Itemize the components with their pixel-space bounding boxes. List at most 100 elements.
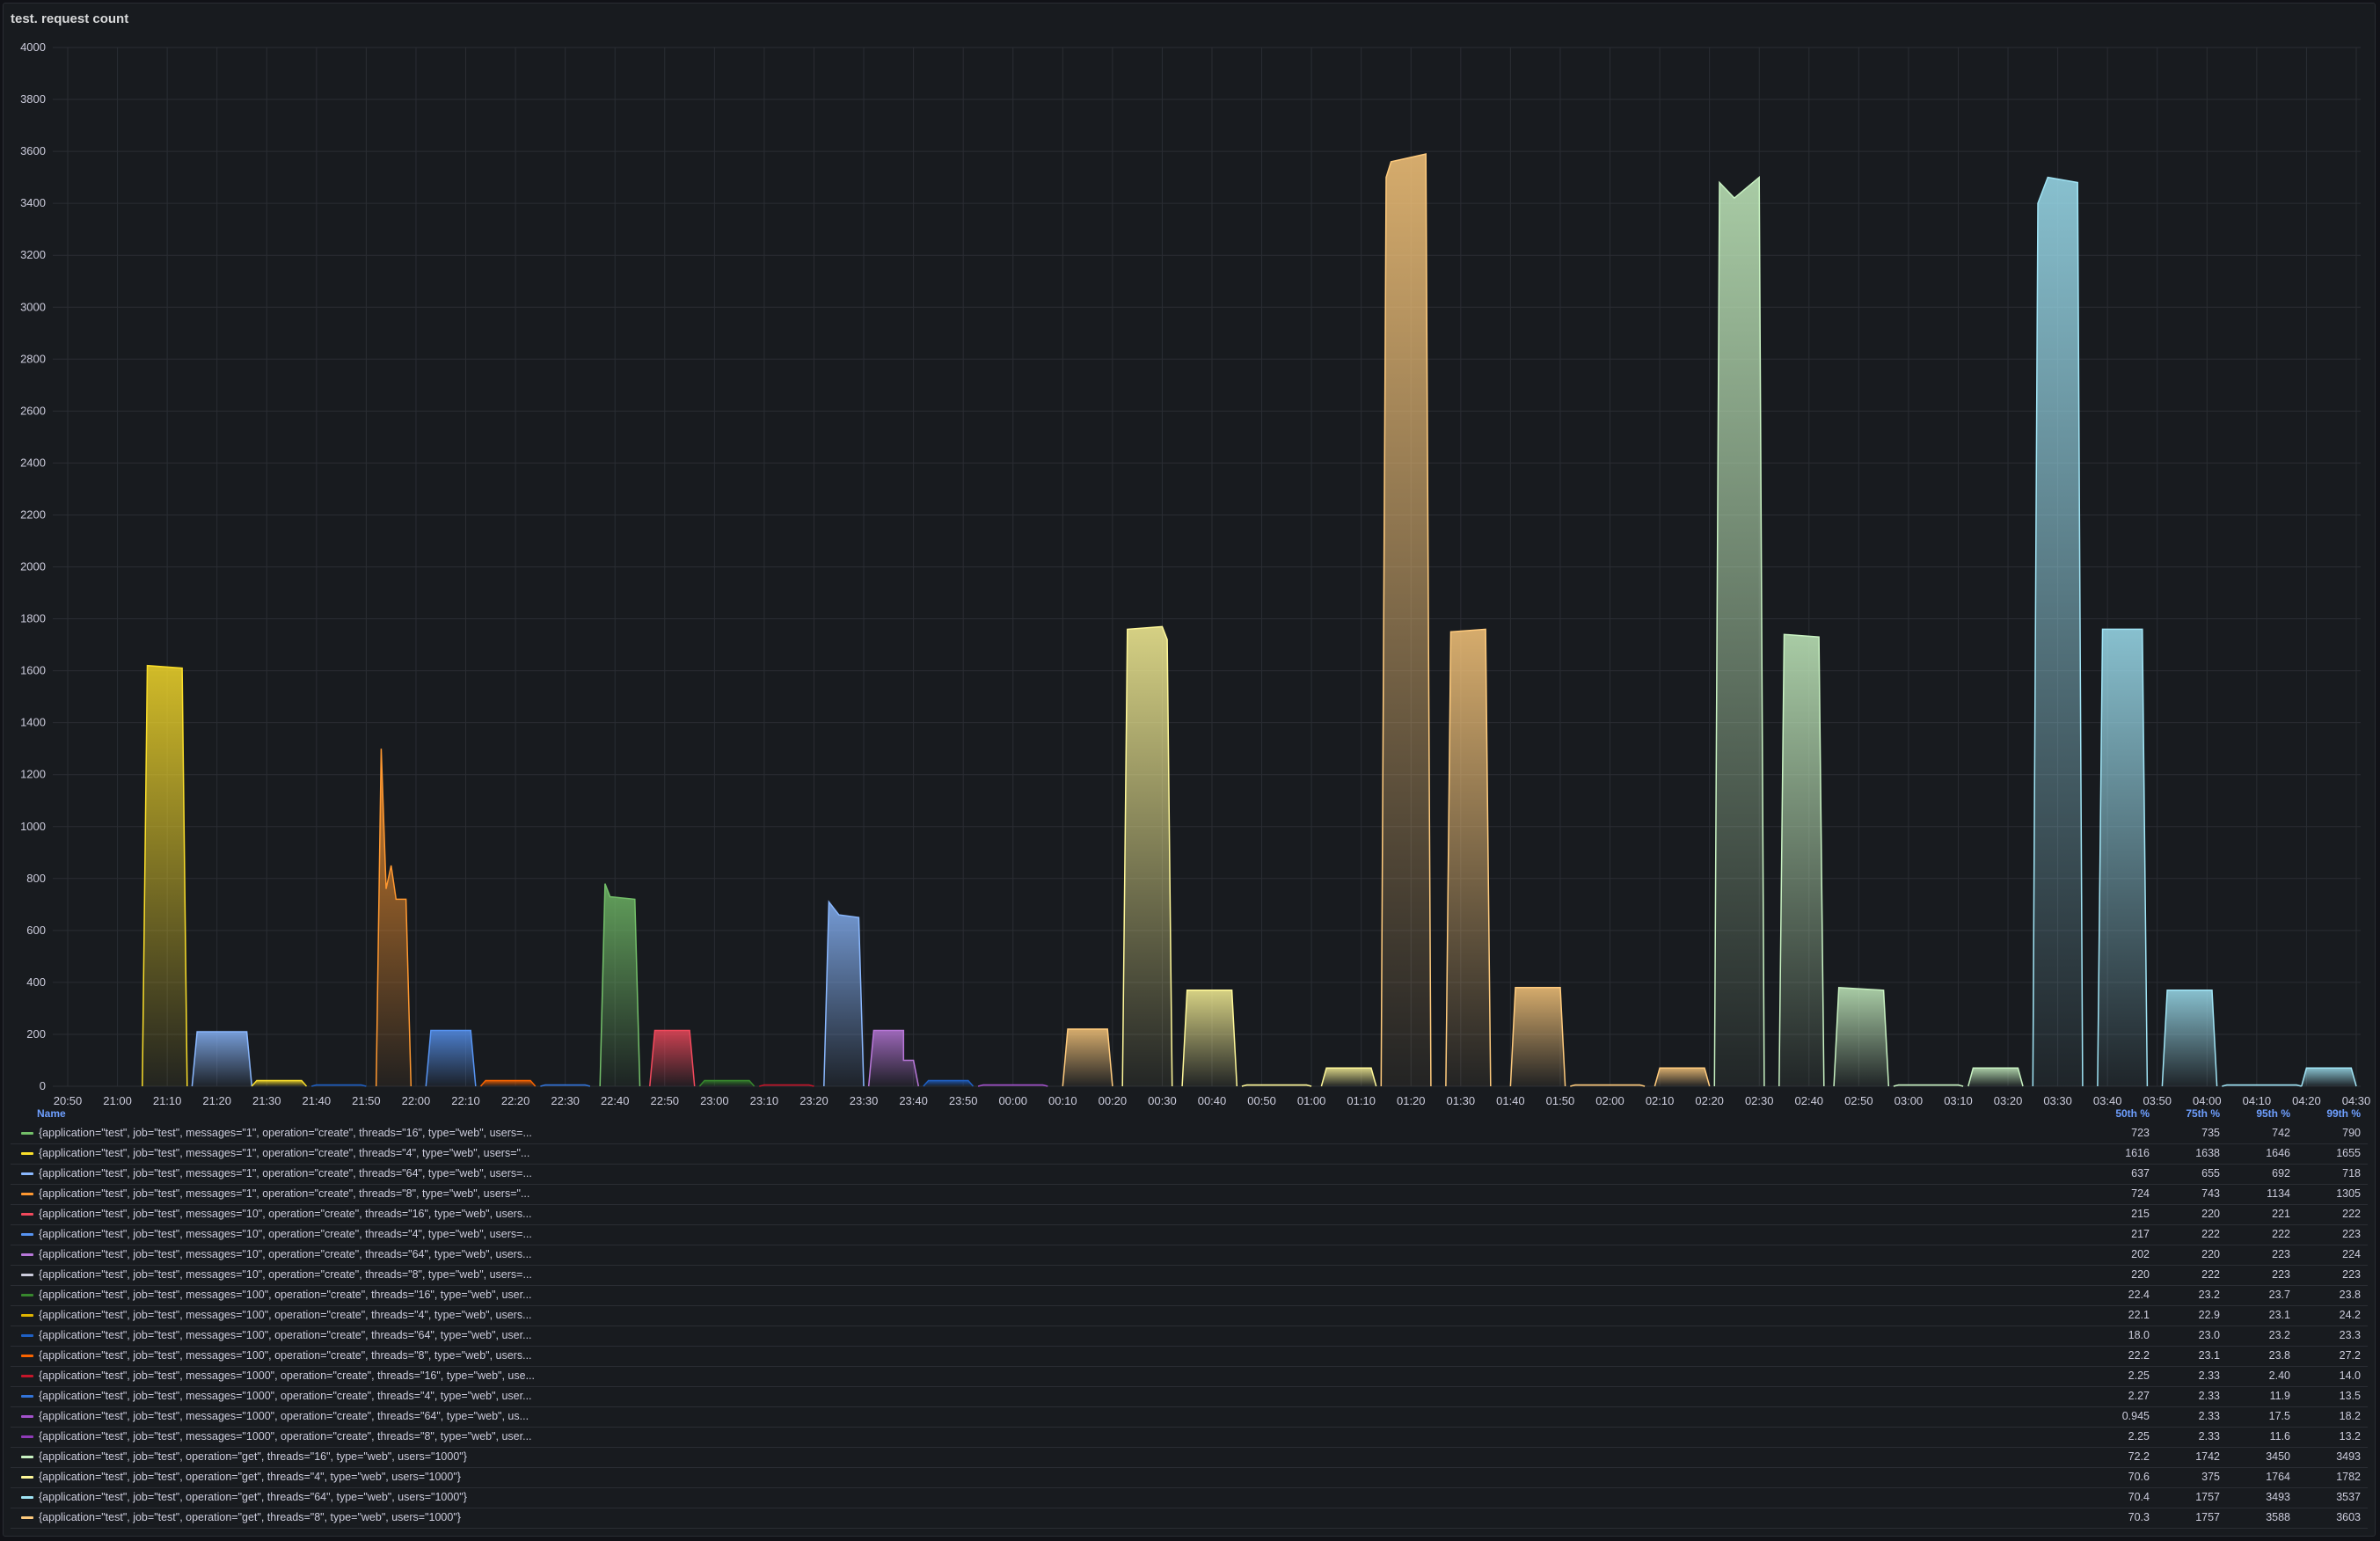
legend-swatch-icon[interactable] bbox=[21, 1132, 33, 1135]
legend-swatch-icon[interactable] bbox=[21, 1274, 33, 1276]
legend-series-name[interactable]: {application="test", job="test", message… bbox=[39, 1309, 532, 1321]
legend-row[interactable]: {application="test", job="test", message… bbox=[11, 1265, 2368, 1286]
legend-swatch-icon[interactable] bbox=[21, 1172, 33, 1175]
legend-value-p95: 2.40 bbox=[2268, 1369, 2290, 1382]
legend-series-name[interactable]: {application="test", job="test", message… bbox=[39, 1127, 532, 1139]
chart-series bbox=[142, 153, 2357, 1087]
legend-series-name[interactable]: {application="test", job="test", operati… bbox=[39, 1471, 461, 1483]
legend-swatch-icon[interactable] bbox=[21, 1152, 33, 1155]
x-tick-label: 21:00 bbox=[103, 1094, 132, 1107]
legend-value-p99: 14.0 bbox=[2339, 1369, 2361, 1382]
series-line bbox=[1181, 990, 1238, 1087]
series-area bbox=[1654, 1068, 1710, 1086]
legend-swatch-icon[interactable] bbox=[21, 1476, 33, 1479]
legend-value-p75: 23.2 bbox=[2198, 1289, 2220, 1301]
legend-value-p99: 223 bbox=[2342, 1228, 2361, 1240]
legend-series-name[interactable]: {application="test", job="test", message… bbox=[39, 1228, 532, 1240]
legend-series-name[interactable]: {application="test", job="test", message… bbox=[39, 1390, 532, 1402]
legend-swatch-icon[interactable] bbox=[21, 1314, 33, 1317]
legend-value-p75: 220 bbox=[2201, 1248, 2220, 1260]
legend-swatch-icon[interactable] bbox=[21, 1456, 33, 1458]
legend-swatch-icon[interactable] bbox=[21, 1516, 33, 1519]
legend-value-p99: 223 bbox=[2342, 1268, 2361, 1281]
x-tick-label: 02:50 bbox=[1844, 1094, 1873, 1107]
request-count-chart[interactable]: 0 200 400 600 800 1000 1200 1400 1600 1800 2000 220… bbox=[4, 4, 2376, 1107]
legend-row[interactable]: {application="test", job="test", message… bbox=[11, 1386, 2368, 1407]
legend-row[interactable]: {application="test", job="test", message… bbox=[11, 1305, 2368, 1326]
legend-series-name[interactable]: {application="test", job="test", operati… bbox=[39, 1450, 467, 1463]
legend-series-name[interactable]: {application="test", job="test", message… bbox=[39, 1329, 532, 1341]
legend-row[interactable]: {application="test", job="test", message… bbox=[11, 1285, 2368, 1306]
legend-value-p95: 11.9 bbox=[2269, 1390, 2290, 1402]
legend-value-p50: 22.2 bbox=[2128, 1349, 2150, 1362]
legend-row[interactable]: {application="test", job="test", operati… bbox=[11, 1487, 2368, 1508]
legend-row[interactable]: {application="test", job="test", operati… bbox=[11, 1447, 2368, 1468]
legend-row[interactable]: {application="test", job="test", message… bbox=[11, 1326, 2368, 1347]
legend-series-name[interactable]: {application="test", job="test", message… bbox=[39, 1248, 532, 1260]
legend-header-p50[interactable]: 50th % bbox=[2115, 1107, 2150, 1120]
legend-value-p95: 23.8 bbox=[2268, 1349, 2290, 1362]
legend-header-p95[interactable]: 95th % bbox=[2256, 1107, 2290, 1120]
legend-swatch-icon[interactable] bbox=[21, 1355, 33, 1357]
series-area bbox=[1510, 987, 1566, 1086]
legend-row[interactable]: {application="test", job="test", message… bbox=[11, 1366, 2368, 1387]
series-area bbox=[1122, 626, 1172, 1086]
y-tick-label: 600 bbox=[26, 924, 46, 937]
legend-swatch-icon[interactable] bbox=[21, 1415, 33, 1418]
legend-swatch-icon[interactable] bbox=[21, 1233, 33, 1236]
legend-row[interactable]: {application="test", job="test", message… bbox=[11, 1427, 2368, 1448]
legend-series-name[interactable]: {application="test", job="test", message… bbox=[39, 1430, 532, 1442]
legend-row[interactable]: {application="test", job="test", message… bbox=[11, 1245, 2368, 1266]
x-tick-label: 21:10 bbox=[153, 1094, 182, 1107]
legend-row[interactable]: {application="test", job="test", message… bbox=[11, 1224, 2368, 1245]
legend-swatch-icon[interactable] bbox=[21, 1435, 33, 1438]
legend-series-name[interactable]: {application="test", job="test", message… bbox=[39, 1289, 532, 1301]
x-tick-label: 00:50 bbox=[1247, 1094, 1276, 1107]
legend-series-name[interactable]: {application="test", job="test", message… bbox=[39, 1208, 532, 1220]
legend-row[interactable]: {application="test", job="test", message… bbox=[11, 1184, 2368, 1205]
series-line bbox=[425, 1029, 477, 1087]
legend-row[interactable]: {application="test", job="test", message… bbox=[11, 1204, 2368, 1225]
legend-row[interactable]: {application="test", job="test", message… bbox=[11, 1143, 2368, 1165]
legend-series-name[interactable]: {application="test", job="test", message… bbox=[39, 1349, 532, 1362]
legend-series-name[interactable]: {application="test", job="test", message… bbox=[39, 1268, 532, 1281]
series-line bbox=[1062, 1028, 1113, 1087]
legend-series-name[interactable]: {application="test", job="test", operati… bbox=[39, 1511, 461, 1523]
legend-series-name[interactable]: {application="test", job="test", operati… bbox=[39, 1491, 467, 1503]
legend-series-name[interactable]: {application="test", job="test", message… bbox=[39, 1147, 530, 1159]
legend-swatch-icon[interactable] bbox=[21, 1375, 33, 1377]
legend-value-p95: 23.2 bbox=[2268, 1329, 2290, 1341]
legend-value-p50: 724 bbox=[2131, 1187, 2150, 1200]
legend-value-p95: 11.6 bbox=[2269, 1430, 2290, 1442]
x-tick-label: 04:10 bbox=[2243, 1094, 2272, 1107]
x-tick-label: 01:20 bbox=[1397, 1094, 1426, 1107]
legend-value-p95: 742 bbox=[2272, 1127, 2290, 1139]
legend-swatch-icon[interactable] bbox=[21, 1496, 33, 1499]
legend-series-name[interactable]: {application="test", job="test", message… bbox=[39, 1369, 536, 1382]
legend-value-p75: 1742 bbox=[2195, 1450, 2220, 1463]
legend-row[interactable]: {application="test", job="test", operati… bbox=[11, 1508, 2368, 1529]
legend-header-p99[interactable]: 99th % bbox=[2326, 1107, 2361, 1120]
legend-swatch-icon[interactable] bbox=[21, 1253, 33, 1256]
chart-grid bbox=[53, 47, 2361, 1087]
legend-series-name[interactable]: {application="test", job="test", message… bbox=[39, 1410, 529, 1422]
legend-swatch-icon[interactable] bbox=[21, 1294, 33, 1296]
series-area bbox=[2162, 990, 2217, 1086]
legend-row[interactable]: {application="test", job="test", message… bbox=[11, 1346, 2368, 1367]
legend-header-name[interactable]: Name bbox=[37, 1107, 66, 1120]
legend-row[interactable]: {application="test", job="test", message… bbox=[11, 1406, 2368, 1428]
legend-swatch-icon[interactable] bbox=[21, 1213, 33, 1216]
legend-header-p75[interactable]: 75th % bbox=[2186, 1107, 2220, 1120]
legend-series-name[interactable]: {application="test", job="test", message… bbox=[39, 1187, 530, 1200]
series-area bbox=[2301, 1068, 2356, 1086]
legend-swatch-icon[interactable] bbox=[21, 1193, 33, 1195]
legend-swatch-icon[interactable] bbox=[21, 1395, 33, 1398]
legend-row[interactable]: {application="test", job="test", message… bbox=[11, 1164, 2368, 1185]
legend-series-name[interactable]: {application="test", job="test", message… bbox=[39, 1167, 532, 1179]
series-line bbox=[599, 883, 641, 1087]
legend-value-p50: 202 bbox=[2131, 1248, 2150, 1260]
legend-row[interactable]: {application="test", job="test", message… bbox=[11, 1123, 2368, 1144]
legend-swatch-icon[interactable] bbox=[21, 1334, 33, 1337]
legend-row[interactable]: {application="test", job="test", operati… bbox=[11, 1467, 2368, 1488]
panel-title[interactable]: test. request count bbox=[11, 11, 129, 26]
